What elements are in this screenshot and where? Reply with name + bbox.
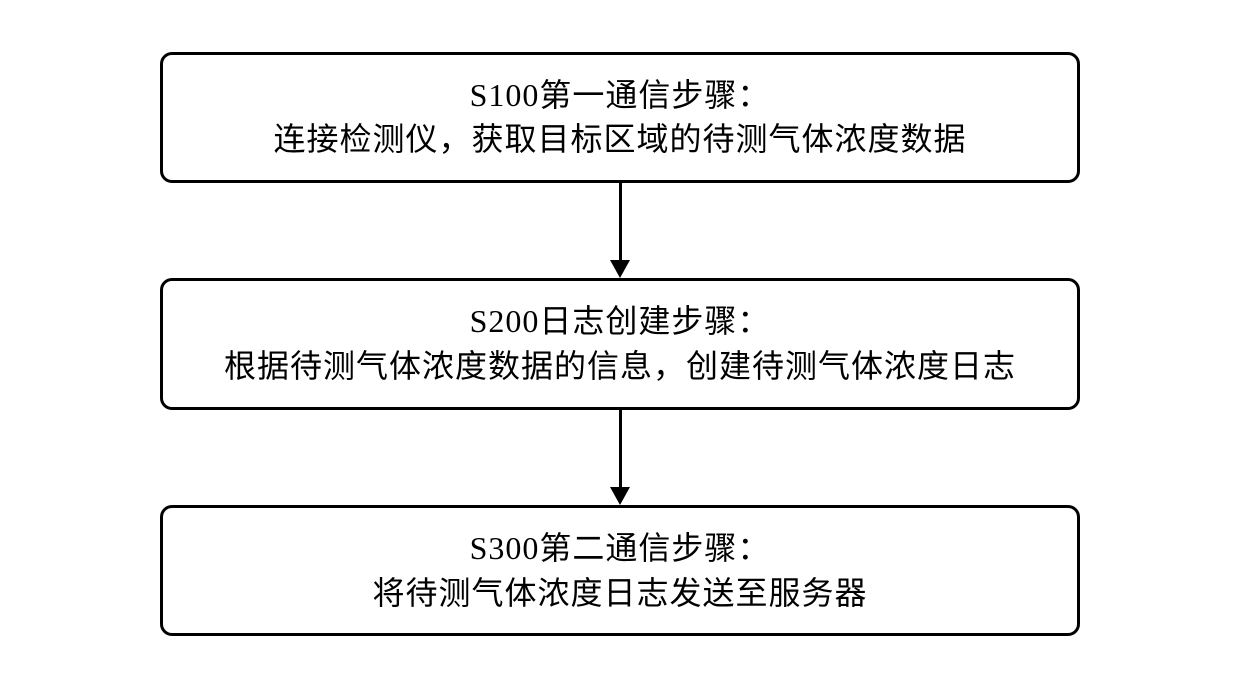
box-title-s300: S300第二通信步骤：: [203, 526, 1037, 571]
box-title-s100: S100第一通信步骤：: [203, 73, 1037, 118]
box-title-s200: S200日志创建步骤：: [203, 299, 1037, 344]
arrow-head-icon: [610, 260, 630, 278]
arrow-s100-s200: [610, 183, 630, 278]
box-description-s200: 根据待测气体浓度数据的信息，创建待测气体浓度日志: [203, 344, 1037, 389]
flow-box-s300: S300第二通信步骤： 将待测气体浓度日志发送至服务器: [160, 505, 1080, 637]
box-description-s100: 连接检测仪，获取目标区域的待测气体浓度数据: [203, 117, 1037, 162]
box-description-s300: 将待测气体浓度日志发送至服务器: [203, 571, 1037, 616]
flow-box-s200: S200日志创建步骤： 根据待测气体浓度数据的信息，创建待测气体浓度日志: [160, 278, 1080, 410]
arrow-head-icon: [610, 487, 630, 505]
arrow-s200-s300: [610, 410, 630, 505]
arrow-line-icon: [619, 410, 622, 487]
flowchart-container: S100第一通信步骤： 连接检测仪，获取目标区域的待测气体浓度数据 S200日志…: [20, 52, 1220, 637]
flow-box-s100: S100第一通信步骤： 连接检测仪，获取目标区域的待测气体浓度数据: [160, 52, 1080, 184]
arrow-line-icon: [619, 183, 622, 260]
